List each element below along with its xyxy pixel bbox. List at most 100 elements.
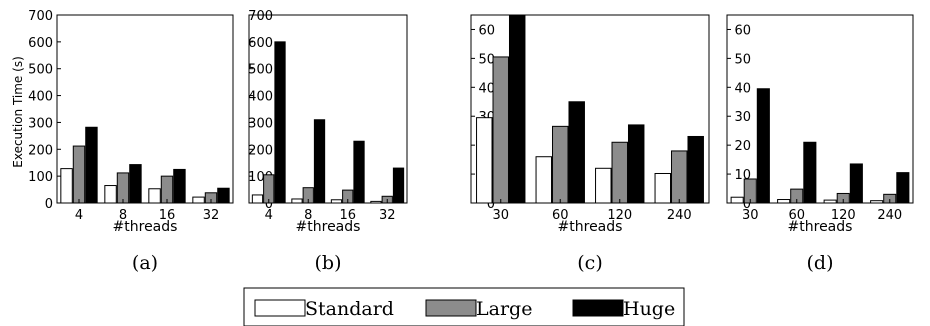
bar-standard-120 xyxy=(823,199,837,204)
plot-frame xyxy=(56,14,234,204)
x-tick-label: 16 xyxy=(159,208,176,223)
y-tick-label: 50 xyxy=(478,52,495,67)
x-axis-label: #threads xyxy=(296,219,361,235)
x-tick-label: 120 xyxy=(607,208,632,223)
legend-label-standard: Standard xyxy=(305,298,394,320)
y-tick-label: 300 xyxy=(248,116,273,131)
panel-caption: (d) xyxy=(807,252,834,274)
bar-huge-120 xyxy=(849,163,863,204)
y-tick-label: 200 xyxy=(28,143,53,158)
x-tick-label: 8 xyxy=(119,208,127,223)
bar-standard-8 xyxy=(104,185,117,204)
panel-caption: (c) xyxy=(577,252,602,274)
y-tick-label: 200 xyxy=(248,143,273,158)
y-tick-label: 500 xyxy=(248,63,273,78)
x-tick-label: 16 xyxy=(339,208,356,223)
y-tick-label: 400 xyxy=(248,90,273,105)
bar-standard-240 xyxy=(870,200,884,204)
bar-standard-32 xyxy=(370,200,382,204)
bar-standard-240 xyxy=(654,172,672,204)
x-tick-label: 4 xyxy=(75,208,83,223)
bar-standard-4 xyxy=(60,168,73,204)
x-tick-label: 120 xyxy=(831,208,856,223)
bar-huge-8 xyxy=(313,119,326,204)
legend: Standard Large Huge xyxy=(243,287,685,326)
x-tick-label: 4 xyxy=(265,208,273,223)
bar-standard-30 xyxy=(730,196,744,204)
bar-standard-4 xyxy=(251,194,264,204)
y-tick-label: 600 xyxy=(28,36,53,51)
bar-standard-8 xyxy=(291,198,303,204)
y-tick-label: 40 xyxy=(478,81,495,96)
bar-large-120 xyxy=(611,141,628,204)
x-tick-label: 32 xyxy=(203,208,220,223)
y-tick-label: 50 xyxy=(734,52,751,67)
y-tick-label: 60 xyxy=(478,23,495,38)
x-tick-label: 240 xyxy=(877,208,902,223)
legend-swatch-large xyxy=(425,299,477,317)
bar-large-240 xyxy=(671,150,688,204)
legend-swatch-standard xyxy=(254,299,306,317)
plot-frame xyxy=(726,14,914,204)
bar-huge-60 xyxy=(803,141,817,204)
bar-standard-32 xyxy=(192,196,205,204)
bar-huge-120 xyxy=(627,124,645,204)
y-tick-label: 100 xyxy=(28,170,53,185)
bar-standard-60 xyxy=(535,156,553,204)
y-tick-label: 500 xyxy=(28,63,53,78)
bar-large-60 xyxy=(552,125,569,204)
bar-huge-240 xyxy=(687,135,704,204)
y-tick-label: 0 xyxy=(45,197,53,212)
bar-standard-120 xyxy=(595,167,612,204)
bar-large-30 xyxy=(492,56,509,204)
bar-huge-30 xyxy=(508,14,526,204)
bar-huge-4 xyxy=(274,41,286,204)
bar-huge-16 xyxy=(173,168,186,204)
bar-large-4 xyxy=(263,174,275,204)
bar-huge-30 xyxy=(756,88,770,204)
bar-huge-60 xyxy=(568,101,585,204)
y-tick-label: 20 xyxy=(734,139,751,154)
bar-huge-240 xyxy=(896,172,910,204)
bar-large-8 xyxy=(116,172,130,204)
y-tick-label: 700 xyxy=(248,9,273,24)
bar-standard-16 xyxy=(330,199,343,204)
y-tick-label: 300 xyxy=(28,116,53,131)
panel-a: 0 100 200 300 400 500 600 700 4 8 16 32 #threads (a) xyxy=(28,9,234,274)
x-tick-label: 60 xyxy=(552,208,569,223)
y-tick-label: 700 xyxy=(28,9,53,24)
y-tick-label: 40 xyxy=(734,81,751,96)
y-tick-label: 0 xyxy=(487,197,495,212)
bar-standard-16 xyxy=(148,188,161,204)
x-axis-label: #threads xyxy=(788,219,853,235)
x-tick-label: 30 xyxy=(492,208,509,223)
x-tick-label: 30 xyxy=(742,208,759,223)
bar-huge-8 xyxy=(129,164,142,204)
legend-swatch-huge xyxy=(572,299,624,317)
y-tick-label: 600 xyxy=(248,36,273,51)
y-tick-label: 400 xyxy=(28,90,53,105)
x-axis-label: #threads xyxy=(113,219,178,235)
bar-standard-30 xyxy=(476,117,493,204)
bar-huge-4 xyxy=(85,126,98,204)
bar-large-4 xyxy=(72,145,86,204)
panel-caption: (a) xyxy=(132,252,158,274)
x-axis-label: #threads xyxy=(558,219,623,235)
legend-label-huge: Huge xyxy=(623,298,675,320)
bar-standard-60 xyxy=(777,199,791,204)
x-tick-label: 8 xyxy=(304,208,312,223)
y-tick-label: 30 xyxy=(734,110,751,125)
x-tick-label: 240 xyxy=(667,208,692,223)
legend-label-large: Large xyxy=(476,298,532,320)
x-tick-label: 60 xyxy=(788,208,805,223)
bar-huge-32 xyxy=(217,187,230,204)
y-tick-label: 60 xyxy=(734,23,751,38)
y-axis-label: Execution Time (s) xyxy=(11,56,25,168)
bar-huge-32 xyxy=(392,167,405,204)
y-tick-label: 0 xyxy=(265,197,273,212)
plot-frame xyxy=(470,14,710,204)
